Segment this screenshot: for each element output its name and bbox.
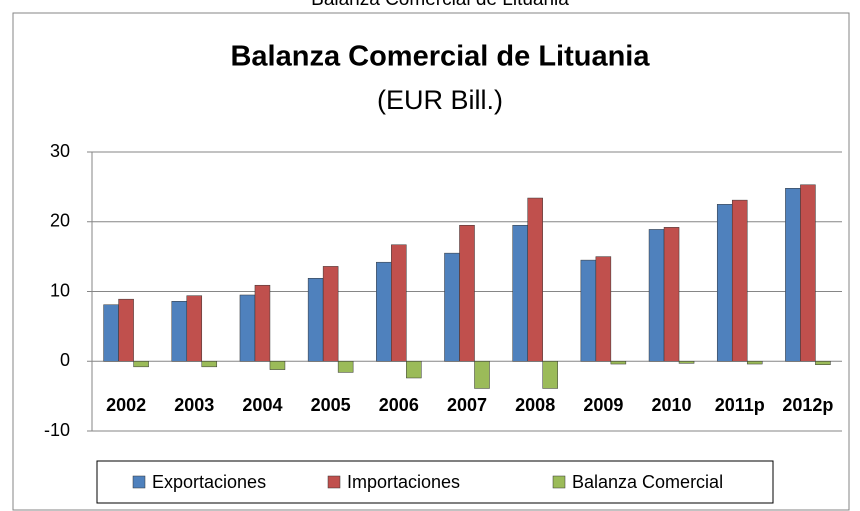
bar <box>103 304 119 362</box>
bar <box>322 266 339 362</box>
x-tick-label: 2010 <box>652 395 692 415</box>
x-tick-label: 2005 <box>311 395 351 415</box>
bar <box>239 294 256 362</box>
bar <box>459 224 475 362</box>
bar <box>512 224 528 362</box>
chart-frame <box>12 12 850 511</box>
bar <box>542 361 558 389</box>
y-tick-label: 20 <box>50 211 70 231</box>
x-tick-label: 2012p <box>782 395 833 415</box>
legend-label: Balanza Comercial <box>572 472 723 492</box>
x-tick-label: 2003 <box>174 395 214 415</box>
chart-title: Balanza Comercial de Lituania <box>230 41 650 73</box>
chart-subtitle: (EUR Bill.) <box>377 85 503 115</box>
bar <box>527 197 543 362</box>
bar <box>815 361 831 365</box>
bar <box>785 188 801 362</box>
bar <box>406 361 422 379</box>
bar <box>254 284 271 362</box>
bar <box>716 204 733 362</box>
bar <box>391 244 407 362</box>
bar <box>444 252 460 362</box>
bar <box>133 361 149 368</box>
x-tick-label: 2004 <box>242 395 282 415</box>
bar <box>731 199 748 362</box>
bar <box>307 277 324 362</box>
x-tick-label: 2007 <box>447 395 487 415</box>
bar <box>746 361 763 365</box>
legend-label: Importaciones <box>347 472 460 492</box>
x-tick-label: 2011p <box>715 395 765 415</box>
page-title: Balanza Comercial de Lituania <box>311 0 569 10</box>
bar <box>376 261 392 362</box>
y-tick-label: 30 <box>50 141 70 161</box>
bar <box>201 361 218 368</box>
x-tick-label: 2006 <box>379 395 419 415</box>
bar <box>648 229 665 362</box>
legend-swatch <box>327 475 341 489</box>
bar <box>800 184 816 362</box>
bar <box>595 256 612 362</box>
legend-swatch <box>132 475 146 489</box>
x-tick-label: 2002 <box>106 395 146 415</box>
legend-box <box>96 460 774 504</box>
y-tick-label: -10 <box>44 420 70 440</box>
x-tick-label: 2009 <box>583 395 623 415</box>
legend-swatch <box>552 475 566 489</box>
legend-label: Exportaciones <box>152 472 266 492</box>
y-tick-label: 10 <box>50 280 70 300</box>
bar <box>474 361 490 389</box>
bar <box>337 361 354 373</box>
y-tick-label: 0 <box>60 350 70 370</box>
bar <box>678 361 695 364</box>
bar <box>580 259 597 362</box>
bar <box>186 295 203 362</box>
bar <box>171 301 188 362</box>
bar <box>663 227 680 362</box>
bar <box>118 298 134 362</box>
bar <box>269 361 286 370</box>
bar <box>610 361 627 365</box>
x-tick-label: 2008 <box>515 395 555 415</box>
